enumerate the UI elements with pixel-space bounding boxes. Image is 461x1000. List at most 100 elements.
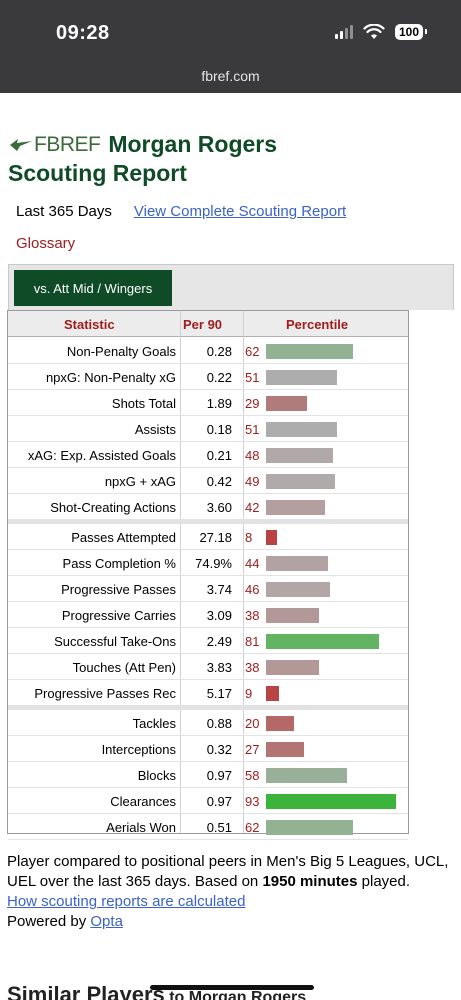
stat-name[interactable]: Assists [134,422,176,437]
percentile-bar [266,422,337,437]
page-title: Morgan Rogers [108,131,278,157]
stat-name[interactable]: Passes Attempted [71,530,176,545]
per90-value: 0.21 [206,448,232,463]
scouting-table: Statistic Per 90 Percentile Non-Penalty … [7,310,409,840]
stat-name[interactable]: xAG: Exp. Assisted Goals [27,448,176,463]
per90-value: 3.09 [206,608,232,623]
page-header: FBREF Morgan Rogers [8,131,277,158]
table-row: Shots Total 1.89 29 [8,390,408,416]
stat-name[interactable]: Clearances [110,794,176,809]
complete-report-link[interactable]: View Complete Scouting Report [133,203,347,220]
percentile-value: 42 [245,500,260,515]
percentile-bar [266,686,279,701]
table-row: Progressive Passes 3.74 46 [8,576,408,602]
status-time: 09:28 [56,22,110,44]
fbref-logo-icon [10,138,32,151]
stat-name[interactable]: Progressive Carries [61,608,176,623]
percentile-value: 27 [245,742,260,757]
per90-value: 0.32 [206,742,232,757]
tab-att-mid-wingers[interactable]: vs. Att Mid / Wingers [14,270,172,306]
per90-value: 0.97 [206,768,232,783]
percentile-value: 49 [245,474,260,489]
percentile-bar [266,794,396,809]
column-divider [243,311,244,833]
header-percentile[interactable]: Percentile [286,317,349,332]
percentile-value: 46 [245,582,260,597]
percentile-value: 44 [245,556,260,571]
stat-name[interactable]: Progressive Passes [61,582,176,597]
similar-players-subtitle: to Morgan Rogers [164,989,307,1000]
stat-name[interactable]: Pass Completion % [62,556,176,571]
table-row: Assists 0.18 51 [8,416,408,442]
table-row: xAG: Exp. Assisted Goals 0.21 48 [8,442,408,468]
percentile-value: 93 [245,794,260,809]
per90-value: 2.49 [206,634,232,649]
percentile-value: 51 [245,422,260,437]
status-bar: 09:28 100 fbref.com [0,0,461,93]
percentile-value: 51 [245,370,260,385]
per90-value: 3.60 [206,500,232,515]
stat-name[interactable]: npxG + xAG [104,474,176,489]
glossary-link[interactable]: Glossary [16,235,76,252]
how-calculated-link[interactable]: How scouting reports are calculated [7,893,246,910]
table-row: Aerials Won 0.51 62 [8,814,408,840]
table-row: Interceptions 0.32 27 [8,736,408,762]
table-row: npxG + xAG 0.42 49 [8,468,408,494]
percentile-value: 58 [245,768,260,783]
percentile-value: 20 [245,716,260,731]
per90-value: 0.51 [206,820,232,835]
per90-value: 0.88 [206,716,232,731]
percentile-value: 9 [245,686,253,701]
percentile-bar [266,716,294,731]
percentile-bar [266,500,325,515]
per90-value: 0.18 [206,422,232,437]
per90-value: 5.17 [206,686,232,701]
fbref-logo[interactable]: FBREF [8,132,101,157]
header-per90[interactable]: Per 90 [183,317,223,332]
fbref-logo-text: FBREF [34,132,101,156]
stat-name[interactable]: npxG: Non-Penalty xG [45,370,176,385]
stat-name[interactable]: Progressive Passes Rec [34,686,176,701]
percentile-value: 48 [245,448,260,463]
per90-value: 74.9% [195,556,232,571]
stat-name[interactable]: Interceptions [101,742,176,757]
table-row: Touches (Att Pen) 3.83 38 [8,654,408,680]
percentile-bar [266,396,307,411]
per90-value: 0.97 [206,794,232,809]
stat-name[interactable]: Aerials Won [106,820,176,835]
period-label: Last 365 Days [16,203,112,220]
stat-name[interactable]: Non-Penalty Goals [66,344,176,359]
header-statistic[interactable]: Statistic [64,317,115,332]
stat-name[interactable]: Blocks [137,768,176,783]
percentile-bar [266,742,304,757]
column-divider [180,311,181,833]
position-tabbar: vs. Att Mid / Wingers [8,264,454,310]
per90-value: 0.42 [206,474,232,489]
table-row: Non-Penalty Goals 0.28 62 [8,338,408,364]
table-row: Progressive Carries 3.09 38 [8,602,408,628]
percentile-value: 38 [245,608,260,623]
opta-link[interactable]: Opta [90,913,123,930]
footnote-text-end: played. [357,873,411,890]
percentile-value: 8 [245,530,253,545]
battery-icon: 100 [394,24,428,40]
home-indicator[interactable] [150,985,314,990]
percentile-bar [266,344,353,359]
group-separator [8,706,408,710]
page-title-line2: Scouting Report [8,160,187,186]
percentile-bar [266,768,347,783]
table-row: Passes Attempted 27.18 8 [8,524,408,550]
percentile-bar [266,660,319,675]
address-bar-url[interactable]: fbref.com [201,68,260,84]
percentile-value: 38 [245,660,260,675]
footnote: Player compared to positional peers in M… [7,852,457,932]
stat-name[interactable]: Shots Total [111,396,176,411]
stat-name[interactable]: Shot-Creating Actions [50,500,176,515]
table-row: Pass Completion % 74.9% 44 [8,550,408,576]
minutes-played: 1950 minutes [262,873,358,890]
stat-name[interactable]: Touches (Att Pen) [72,660,176,675]
stat-name[interactable]: Tackles [132,716,176,731]
stat-name[interactable]: Successful Take-Ons [54,634,176,649]
table-row: Shot-Creating Actions 3.60 42 [8,494,408,520]
table-row: Blocks 0.97 58 [8,762,408,788]
